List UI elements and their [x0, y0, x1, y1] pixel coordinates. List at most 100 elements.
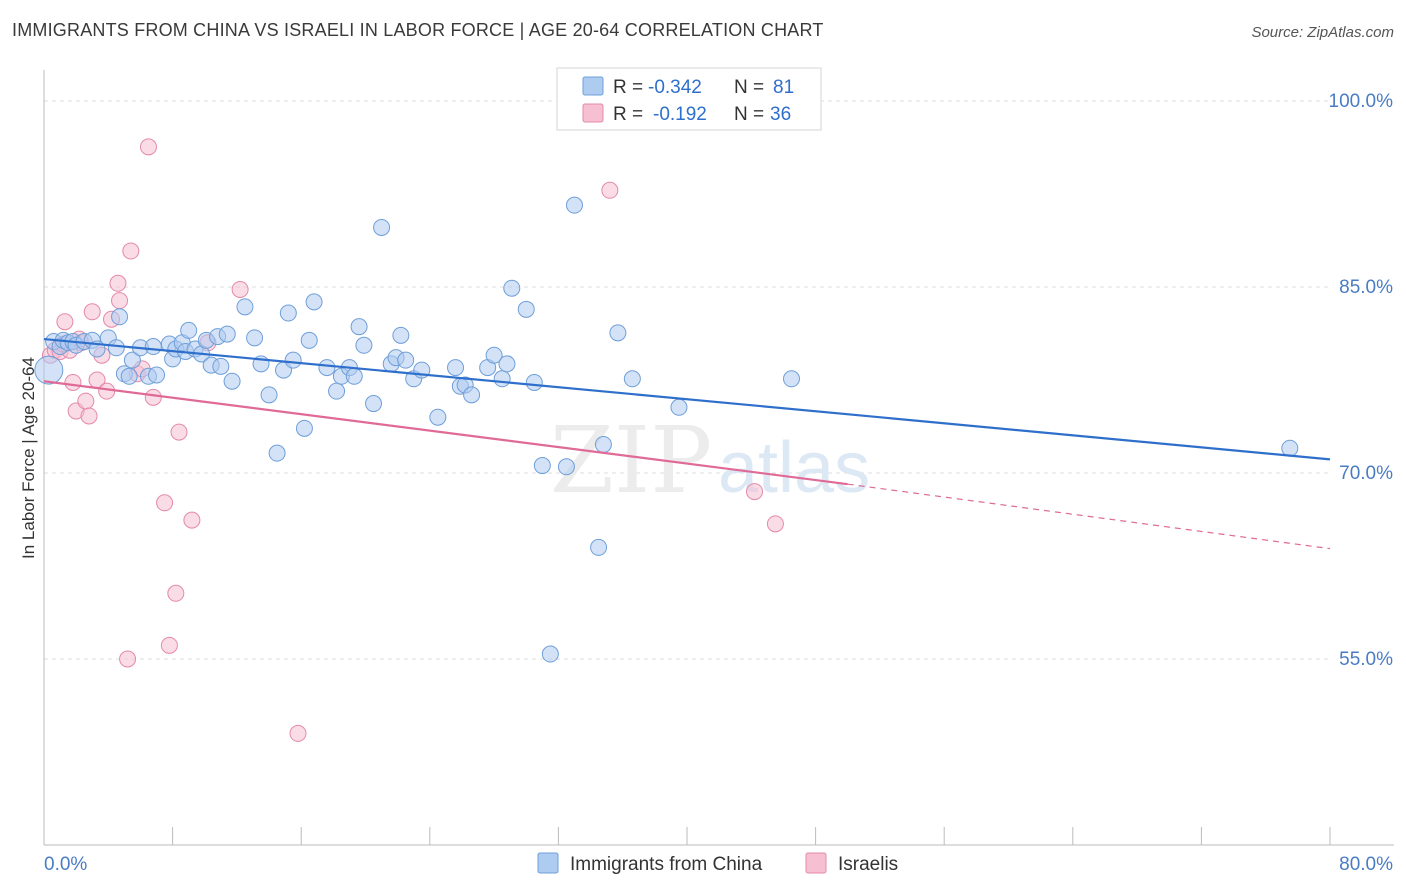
china-point: [498, 355, 516, 373]
source-credit: Source: ZipAtlas.com: [1251, 24, 1394, 41]
israeli-point: [160, 636, 178, 654]
israeli-point: [122, 242, 140, 260]
china-point: [485, 346, 503, 364]
r-value-israeli: -0.192: [653, 104, 707, 125]
trend-lines: [43, 337, 1331, 550]
china-point: [180, 321, 198, 339]
watermark: ZIP atlas: [550, 407, 870, 514]
stats-legend: R = -0.342 N = 81 R = -0.192 N = 36: [556, 67, 822, 131]
y-tick-label: 100.0%: [1329, 91, 1394, 112]
china-point: [223, 372, 241, 390]
china-point: [373, 218, 391, 236]
y-tick-label: 85.0%: [1339, 277, 1393, 298]
israeli-point: [119, 650, 137, 668]
china-point: [120, 367, 138, 385]
israeli-point: [144, 388, 162, 406]
china-point: [218, 325, 236, 343]
israeli-point: [156, 494, 174, 512]
y-tick-label: 55.0%: [1339, 649, 1393, 670]
china-point: [236, 298, 254, 316]
china-point: [503, 279, 521, 297]
israeli-point: [183, 511, 201, 529]
n-value-china: 81: [773, 77, 794, 98]
y-axis-label: In Labor Force | Age 20-64: [19, 357, 38, 559]
israeli-point: [64, 373, 82, 391]
china-point: [365, 395, 383, 413]
legend-label-israeli: Israelis: [838, 854, 898, 875]
israeli-trend-line: [43, 380, 848, 486]
china-point: [541, 645, 559, 663]
china-point: [557, 458, 575, 476]
israeli-point: [231, 280, 249, 298]
china-point: [279, 304, 297, 322]
stats-swatch-china: [582, 76, 604, 96]
israeli-point: [139, 138, 157, 156]
china-point: [447, 359, 465, 377]
legend-label-china: Immigrants from China: [570, 854, 763, 875]
china-point: [533, 457, 551, 475]
israeli-points: [41, 138, 784, 742]
bottom-legend: Immigrants from China Israelis: [537, 852, 898, 875]
x-tick-label: 80.0%: [1339, 854, 1393, 875]
china-point: [525, 373, 543, 391]
n-value-israeli: 36: [770, 104, 791, 125]
china-point: [463, 386, 481, 404]
x-tick-label: 0.0%: [44, 854, 87, 875]
china-point: [246, 329, 264, 347]
israeli-point: [111, 292, 129, 310]
israeli-point: [80, 407, 98, 425]
tick-labels: 100.0% 85.0% 70.0% 55.0% 0.0% 80.0%: [44, 91, 1393, 875]
israeli-point: [170, 423, 188, 441]
israeli-point: [77, 392, 95, 410]
china-point: [392, 326, 410, 344]
china-point: [609, 324, 627, 342]
china-point: [295, 419, 313, 437]
r-value-china: -0.342: [648, 77, 702, 98]
watermark-zip: ZIP: [550, 407, 712, 514]
china-point: [623, 370, 641, 388]
israeli-point: [746, 483, 764, 501]
n-label-china: N =: [734, 77, 764, 98]
china-point: [782, 370, 800, 388]
china-point: [345, 367, 363, 385]
israeli-point: [766, 515, 784, 533]
china-point: [148, 366, 166, 384]
china-point: [350, 318, 368, 336]
israeli-point: [83, 303, 101, 321]
israeli-point: [167, 584, 185, 602]
israeli-point: [109, 274, 127, 292]
china-point: [123, 351, 141, 369]
china-point: [355, 336, 373, 354]
chart-title: IMMIGRANTS FROM CHINA VS ISRAELI IN LABO…: [12, 20, 824, 40]
axes: [43, 70, 1394, 846]
china-point: [328, 382, 346, 400]
y-tick-label: 70.0%: [1339, 463, 1393, 484]
legend-swatch-china: [537, 852, 559, 874]
r-label-israeli: R =: [613, 104, 643, 125]
china-point: [429, 408, 447, 426]
stats-swatch-israeli: [582, 103, 604, 123]
china-point: [268, 444, 286, 462]
china-point: [212, 357, 230, 375]
israeli-point: [289, 724, 307, 742]
china-point: [305, 293, 323, 311]
watermark-atlas: atlas: [718, 428, 870, 508]
n-label-israeli: N =: [734, 104, 764, 125]
china-point: [300, 331, 318, 349]
china-point: [107, 339, 125, 357]
r-label-china: R =: [613, 77, 643, 98]
china-point: [260, 386, 278, 404]
china-point: [594, 435, 612, 453]
israeli-trend-extension: [847, 483, 1331, 550]
china-point: [1281, 439, 1299, 457]
china-point: [565, 196, 583, 214]
china-point: [397, 351, 415, 369]
china-point: [517, 300, 535, 318]
china-trend-line: [43, 337, 1331, 461]
china-point: [493, 370, 511, 388]
china-point: [590, 538, 608, 556]
israeli-point: [601, 181, 619, 199]
china-point: [111, 308, 129, 326]
china-point: [284, 351, 302, 369]
